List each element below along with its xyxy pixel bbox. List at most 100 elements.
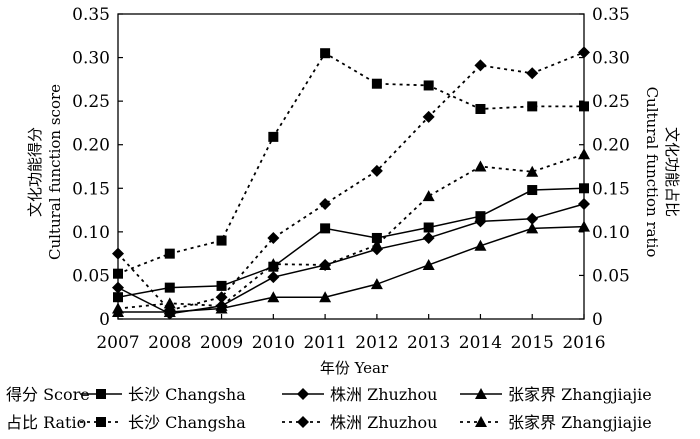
data-point-score-diamond <box>578 197 590 210</box>
legend-entries: 长沙 Changsha 株洲 Zhuzhou 张家界 Zhangjiajie 长沙 C… <box>80 385 652 432</box>
data-point-score-square <box>423 222 434 233</box>
data-point-score-diamond <box>422 231 435 244</box>
y-tick-label-left: 0 <box>99 310 110 330</box>
series-line-ratio-triangle <box>117 153 585 310</box>
data-point-score-triangle <box>267 291 280 303</box>
y-axis-right-title-cn: 文化功能占比 <box>663 127 681 217</box>
data-point-score-square <box>579 183 589 194</box>
data-point-score-triangle <box>474 239 487 251</box>
y-axis-left-title: 文化功能得分 Cultural function score <box>26 84 64 260</box>
y-tick-label-left: 0.05 <box>72 266 110 286</box>
series-line-score-triangle <box>118 225 585 313</box>
y-tick-label-right: 0.25 <box>592 92 630 112</box>
x-tick-label: 2012 <box>355 333 398 353</box>
legend-label-score-diamond: 株洲 Zhuzhou <box>330 385 438 404</box>
y-tick-label-left: 0.10 <box>72 223 110 243</box>
data-point-ratio-triangle <box>578 148 590 160</box>
data-point-score-square <box>371 232 382 243</box>
x-tick-label: 2010 <box>252 333 295 353</box>
x-tick-label: 2015 <box>511 333 554 353</box>
data-point-score-triangle <box>370 278 383 290</box>
data-point-score-square <box>216 280 227 291</box>
data-point-ratio-diamond <box>319 197 332 210</box>
x-tick-label: 2014 <box>459 333 502 353</box>
y-tick-label-right: 0.15 <box>592 179 630 199</box>
legend-label-ratio-square: 长沙 Changsha <box>128 413 246 432</box>
data-point-score-triangle <box>422 258 435 270</box>
data-point-ratio-diamond <box>422 110 435 123</box>
y-axis-left-title-en: Cultural function score <box>46 84 64 260</box>
data-point-score-diamond <box>526 212 539 225</box>
data-point-ratio-diamond <box>526 67 539 80</box>
data-point-ratio-triangle <box>267 258 280 270</box>
legend: 得分 Score 占比 Ratio 长沙 Changsha 株洲 Zhuzhou 张… <box>6 385 652 432</box>
y-tick-label-right: 0.20 <box>592 136 630 156</box>
data-point-score-square <box>320 223 331 234</box>
data-point-score-square <box>527 185 538 196</box>
y-axis-right-title-en: Cultural function ratio <box>643 87 661 258</box>
y-tick-label-left: 0.15 <box>72 179 110 199</box>
legend-marker-score-square <box>96 389 106 399</box>
x-tick-label: 2008 <box>148 333 191 353</box>
data-point-ratio-square <box>579 101 589 112</box>
data-point-ratio-triangle <box>215 299 228 311</box>
x-tick-label: 2007 <box>96 333 139 353</box>
series-line-score-square <box>117 187 585 298</box>
x-tick-label: 2016 <box>562 333 605 353</box>
data-point-ratio-triangle <box>422 190 435 202</box>
x-tick-label: 2011 <box>303 333 346 353</box>
legend-label-score-triangle: 张家界 Zhangjiajie <box>508 385 652 404</box>
series-line-score-diamond <box>117 203 585 315</box>
x-axis-title: 年份 Year <box>320 359 389 377</box>
data-point-ratio-triangle <box>112 302 124 314</box>
data-point-ratio-triangle <box>163 297 176 309</box>
legend-label-ratio-diamond: 株洲 Zhuzhou <box>330 413 438 432</box>
y-tick-label-right: 0 <box>592 310 603 330</box>
data-point-score-triangle <box>578 220 590 232</box>
legend-marker-ratio-diamond <box>297 416 309 428</box>
legend-label-score-square: 长沙 Changsha <box>128 385 246 404</box>
y-tick-label-left: 0.30 <box>72 49 110 69</box>
legend-marker-score-triangle <box>475 388 487 399</box>
data-point-ratio-square <box>527 101 538 112</box>
y-tick-label-right: 0.05 <box>592 266 630 286</box>
data-point-ratio-diamond <box>370 164 383 177</box>
data-point-ratio-square <box>216 235 227 246</box>
y-tick-label-right: 0.30 <box>592 49 630 69</box>
y-tick-label-right: 0.35 <box>592 5 630 25</box>
markers-layer <box>112 46 590 320</box>
legend-row-ratio-label: 占比 Ratio <box>6 413 86 432</box>
data-point-score-triangle <box>319 291 332 303</box>
data-point-ratio-diamond <box>474 59 487 72</box>
data-point-ratio-diamond <box>112 247 124 260</box>
data-point-score-triangle <box>526 222 539 234</box>
data-point-ratio-square <box>475 103 486 114</box>
data-point-ratio-square <box>164 248 175 259</box>
data-point-score-diamond <box>474 215 487 228</box>
data-point-ratio-diamond <box>267 231 280 244</box>
series-line-ratio-diamond <box>117 51 585 312</box>
data-point-ratio-diamond <box>578 46 590 59</box>
data-point-ratio-triangle <box>474 160 487 172</box>
data-point-score-diamond <box>112 281 124 294</box>
y-tick-label-left: 0.20 <box>72 136 110 156</box>
x-tick-label: 2009 <box>200 333 243 353</box>
data-point-ratio-square <box>371 78 382 89</box>
legend-marker-ratio-square <box>96 417 106 427</box>
chart-axes: 0 0 0.05 0.05 0.10 0.10 0.15 0.15 0.20 0.20 0.25 0.… <box>72 5 630 353</box>
data-point-ratio-triangle <box>370 238 383 250</box>
plot-frame <box>117 13 585 320</box>
y-tick-label-left: 0.35 <box>72 5 110 25</box>
y-axis-left-title-cn: 文化功能得分 <box>26 127 44 217</box>
legend-label-ratio-triangle: 张家界 Zhangjiajie <box>508 413 652 432</box>
data-point-ratio-triangle <box>319 258 332 270</box>
data-point-ratio-square <box>268 131 279 142</box>
data-point-score-square <box>164 282 175 293</box>
data-point-score-square <box>113 292 123 303</box>
data-point-ratio-square <box>423 80 434 91</box>
y-tick-label-right: 0.10 <box>592 223 630 243</box>
legend-marker-ratio-triangle <box>475 416 487 427</box>
series-layer <box>117 51 585 315</box>
data-point-score-diamond <box>267 271 280 284</box>
